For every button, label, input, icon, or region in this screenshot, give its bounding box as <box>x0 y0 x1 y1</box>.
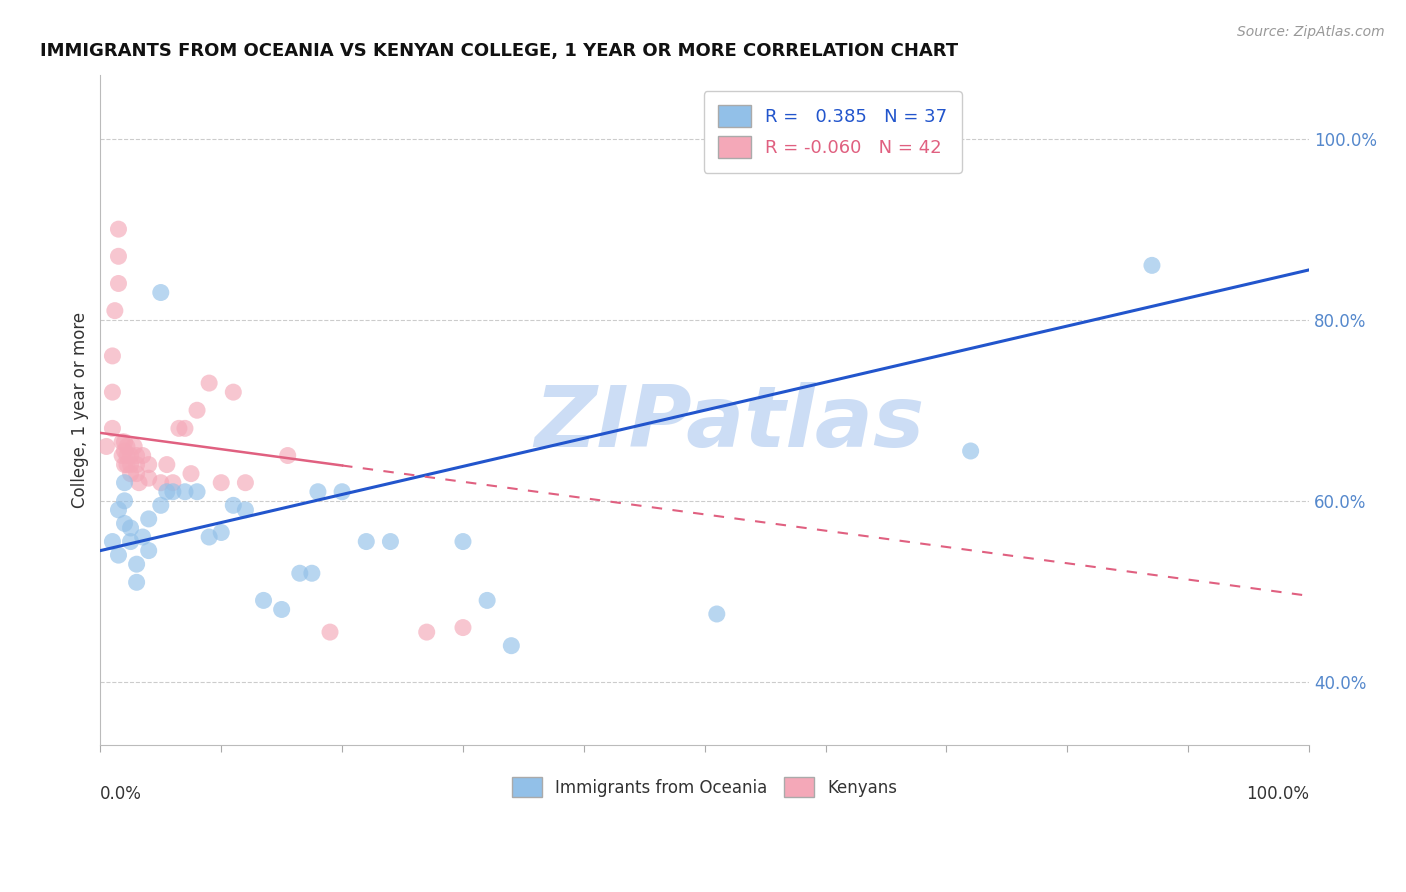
Point <box>451 534 474 549</box>
Point <box>174 421 197 435</box>
Point <box>475 593 498 607</box>
Text: Source: ZipAtlas.com: Source: ZipAtlas.com <box>1237 25 1385 39</box>
Point <box>330 484 353 499</box>
Point <box>131 449 153 463</box>
Point <box>180 467 202 481</box>
Point <box>288 566 311 581</box>
Point <box>114 444 136 458</box>
Point <box>120 467 142 481</box>
Point <box>138 512 160 526</box>
Point <box>107 277 129 291</box>
Point <box>138 458 160 472</box>
Y-axis label: College, 1 year or more: College, 1 year or more <box>72 312 89 508</box>
Point <box>114 458 136 472</box>
Point <box>122 440 145 454</box>
Point <box>115 449 138 463</box>
Point <box>149 285 172 300</box>
Point <box>128 475 150 490</box>
Point <box>307 484 329 499</box>
Point <box>1140 258 1163 272</box>
Point <box>131 530 153 544</box>
Point <box>415 625 437 640</box>
Point <box>451 621 474 635</box>
Point <box>149 475 172 490</box>
Point <box>107 222 129 236</box>
Point <box>301 566 323 581</box>
Point <box>115 458 138 472</box>
Point <box>356 534 378 549</box>
Point <box>156 458 179 472</box>
Point <box>138 543 160 558</box>
Point <box>138 471 160 485</box>
Text: 100.0%: 100.0% <box>1246 786 1309 804</box>
Point <box>120 449 142 463</box>
Point <box>111 434 134 449</box>
Point <box>96 440 118 454</box>
Point <box>959 444 981 458</box>
Point <box>114 434 136 449</box>
Point <box>101 385 124 400</box>
Point <box>167 421 190 435</box>
Point <box>125 575 148 590</box>
Legend: Immigrants from Oceania, Kenyans: Immigrants from Oceania, Kenyans <box>505 771 904 804</box>
Point <box>235 475 257 490</box>
Point <box>125 467 148 481</box>
Point <box>111 449 134 463</box>
Point <box>501 639 523 653</box>
Point <box>235 503 257 517</box>
Point <box>120 458 142 472</box>
Point <box>277 449 299 463</box>
Point <box>252 593 274 607</box>
Text: IMMIGRANTS FROM OCEANIA VS KENYAN COLLEGE, 1 YEAR OR MORE CORRELATION CHART: IMMIGRANTS FROM OCEANIA VS KENYAN COLLEG… <box>39 42 957 60</box>
Point <box>186 403 208 417</box>
Point <box>162 475 184 490</box>
Point <box>114 493 136 508</box>
Point <box>319 625 342 640</box>
Point <box>222 499 245 513</box>
Point <box>162 484 184 499</box>
Point <box>101 534 124 549</box>
Point <box>125 458 148 472</box>
Point <box>270 602 292 616</box>
Point <box>101 421 124 435</box>
Point <box>120 534 142 549</box>
Point <box>706 607 728 621</box>
Point <box>107 249 129 263</box>
Point <box>125 557 148 571</box>
Point <box>198 376 221 390</box>
Point <box>149 499 172 513</box>
Point <box>156 484 179 499</box>
Point <box>222 385 245 400</box>
Point <box>186 484 208 499</box>
Point <box>209 525 232 540</box>
Point <box>115 440 138 454</box>
Point <box>380 534 402 549</box>
Point <box>114 475 136 490</box>
Point <box>198 530 221 544</box>
Point <box>209 475 232 490</box>
Point <box>125 449 148 463</box>
Text: 0.0%: 0.0% <box>100 786 142 804</box>
Point <box>107 548 129 562</box>
Point <box>101 349 124 363</box>
Text: ZIPatlas: ZIPatlas <box>534 382 924 465</box>
Point <box>107 503 129 517</box>
Point <box>174 484 197 499</box>
Point <box>114 516 136 531</box>
Point <box>120 521 142 535</box>
Point <box>104 303 127 318</box>
